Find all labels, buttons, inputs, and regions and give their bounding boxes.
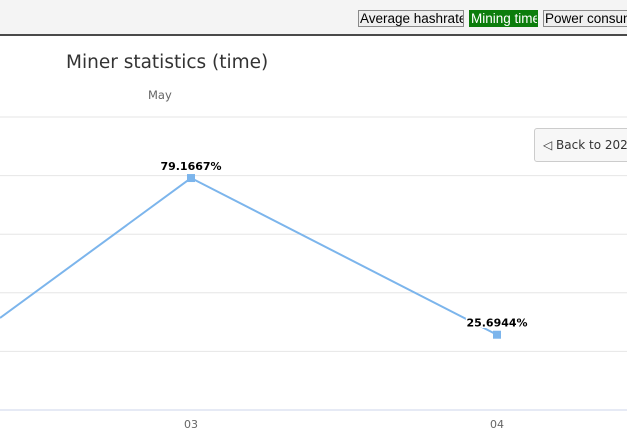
tab-average-hashrate[interactable]: Average hashrate	[358, 10, 464, 27]
top-toolbar: Average hashrate Mining time Power consu…	[0, 0, 627, 36]
x-tick-label: 04	[490, 418, 504, 431]
series-line-mining-time	[0, 176, 498, 336]
tab-power-consumption[interactable]: Power consum	[543, 10, 627, 27]
chart-subtitle: May	[148, 88, 172, 102]
tab-mining-time[interactable]: Mining time	[469, 10, 538, 27]
x-axis-ticks: 03 04	[184, 418, 504, 431]
x-tick-label: 03	[184, 418, 198, 431]
series-markers	[187, 174, 501, 339]
data-point-marker	[187, 174, 195, 183]
data-point-marker	[493, 330, 501, 339]
data-labels: 79.1667% 25.6944%	[159, 159, 529, 332]
grid-lines	[0, 116, 627, 411]
chart-title: Miner statistics (time)	[66, 52, 269, 73]
data-label: 79.1667%	[160, 160, 221, 173]
back-to-year-button[interactable]: ◁ Back to 2020	[534, 128, 627, 162]
data-label: 25.6944%	[466, 317, 527, 330]
